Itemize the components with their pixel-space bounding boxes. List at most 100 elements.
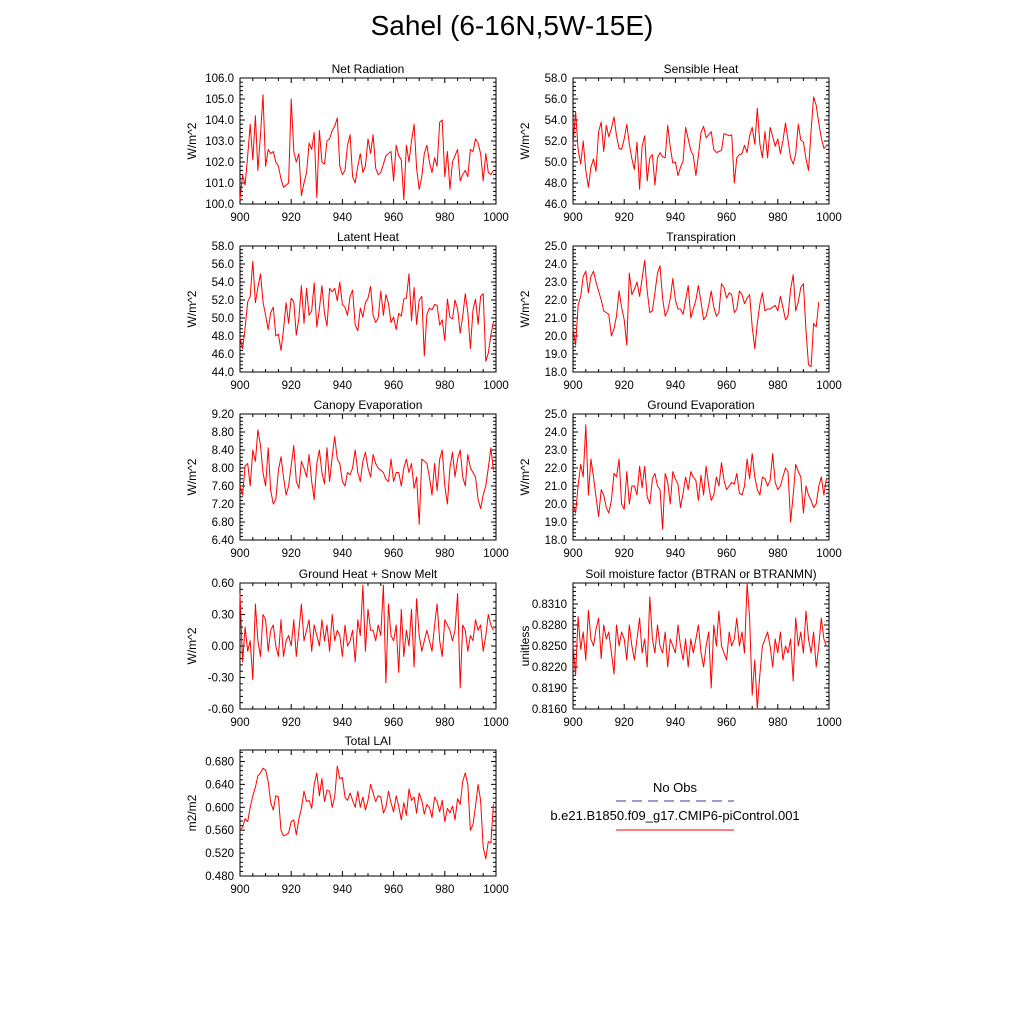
y-tick-label: 6.40 bbox=[212, 535, 234, 547]
panel-title: Soil moisture factor (BTRAN or BTRANMN) bbox=[585, 567, 816, 581]
y-tick-label: 0.30 bbox=[212, 610, 234, 622]
series-line bbox=[239, 260, 494, 362]
series-line bbox=[572, 582, 827, 710]
panel-7: Soil moisture factor (BTRAN or BTRANMN) u… bbox=[518, 567, 842, 729]
panel-0: Net Radiation W/m^2 900 920 940 960 980 1000 100… bbox=[185, 62, 509, 224]
series-line bbox=[239, 584, 494, 689]
x-tick-label: 940 bbox=[333, 380, 352, 392]
y-tick-label: 7.60 bbox=[212, 481, 234, 493]
panel-title: Net Radiation bbox=[332, 62, 405, 76]
x-tick-label: 960 bbox=[384, 548, 403, 560]
x-tick-label: 980 bbox=[435, 548, 454, 560]
x-tick-label: 900 bbox=[230, 717, 249, 729]
y-axis-label: W/m^2 bbox=[185, 122, 199, 159]
x-tick-label: 920 bbox=[282, 212, 301, 224]
x-tick-label: 980 bbox=[435, 884, 454, 896]
y-tick-label: 8.00 bbox=[212, 463, 234, 475]
x-tick-label: 980 bbox=[435, 212, 454, 224]
x-tick-label: 920 bbox=[282, 380, 301, 392]
panel-title: Canopy Evaporation bbox=[314, 398, 423, 412]
y-axis-label: unitless bbox=[518, 626, 532, 667]
y-tick-label: 18.0 bbox=[545, 535, 567, 547]
y-tick-label: 0.8160 bbox=[532, 704, 567, 716]
y-tick-label: 18.0 bbox=[545, 367, 567, 379]
x-tick-label: 1000 bbox=[816, 717, 842, 729]
y-tick-label: 23.0 bbox=[545, 277, 567, 289]
y-tick-label: 52.0 bbox=[212, 295, 234, 307]
y-tick-label: 19.0 bbox=[545, 517, 567, 529]
x-tick-label: 980 bbox=[435, 380, 454, 392]
y-tick-label: 0.560 bbox=[205, 825, 234, 837]
y-tick-label: 6.80 bbox=[212, 517, 234, 529]
x-tick-label: 900 bbox=[230, 548, 249, 560]
y-tick-label: 0.8280 bbox=[532, 620, 567, 632]
x-tick-label: 980 bbox=[768, 548, 787, 560]
y-axis-label: W/m^2 bbox=[185, 458, 199, 495]
x-tick-label: 920 bbox=[615, 380, 634, 392]
figure-title: Sahel (6-16N,5W-15E) bbox=[370, 10, 654, 41]
plot-frame bbox=[572, 77, 830, 205]
y-tick-label: 0.520 bbox=[205, 848, 234, 860]
y-tick-label: 52.0 bbox=[545, 136, 567, 148]
panel-1: Sensible Heat W/m^2 900 920 940 960 980 1000 46.… bbox=[518, 62, 842, 224]
y-tick-label: 0.8250 bbox=[532, 641, 567, 653]
x-tick-label: 1000 bbox=[483, 717, 509, 729]
x-tick-label: 960 bbox=[384, 884, 403, 896]
x-tick-label: 960 bbox=[717, 380, 736, 392]
legend-case-label: b.e21.B1850.f09_g17.CMIP6-piControl.001 bbox=[550, 808, 799, 823]
y-axis-label: m2/m2 bbox=[185, 794, 199, 831]
y-tick-label: 56.0 bbox=[212, 259, 234, 271]
y-tick-label: 0.480 bbox=[205, 871, 234, 883]
panel-6: Ground Heat + Snow Melt W/m^2 900 920 940 960… bbox=[185, 567, 509, 729]
y-tick-label: 0.640 bbox=[205, 779, 234, 791]
x-tick-label: 960 bbox=[384, 380, 403, 392]
x-tick-label: 980 bbox=[768, 717, 787, 729]
panel-title: Ground Heat + Snow Melt bbox=[299, 567, 438, 581]
panel-title: Transpiration bbox=[666, 230, 736, 244]
x-tick-label: 1000 bbox=[816, 548, 842, 560]
x-tick-label: 960 bbox=[384, 717, 403, 729]
panel-title: Total LAI bbox=[345, 734, 392, 748]
x-tick-label: 960 bbox=[717, 548, 736, 560]
y-tick-label: 20.0 bbox=[545, 331, 567, 343]
y-tick-label: 0.8190 bbox=[532, 683, 567, 695]
y-tick-label: 58.0 bbox=[212, 241, 234, 253]
x-tick-label: 920 bbox=[615, 212, 634, 224]
x-tick-label: 900 bbox=[563, 548, 582, 560]
y-axis-label: W/m^2 bbox=[518, 458, 532, 495]
series-line bbox=[239, 765, 494, 860]
panel-3: Transpiration W/m^2 900 920 940 960 980 1000 18.… bbox=[518, 230, 842, 392]
y-tick-label: 20.0 bbox=[545, 499, 567, 511]
x-tick-label: 1000 bbox=[483, 884, 509, 896]
y-tick-label: 101.0 bbox=[205, 178, 234, 190]
y-tick-label: 24.0 bbox=[545, 259, 567, 271]
y-axis-label: W/m^2 bbox=[518, 122, 532, 159]
y-tick-label: 0.600 bbox=[205, 802, 234, 814]
panel-4: Canopy Evaporation W/m^2 900 920 940 960 980 10… bbox=[185, 398, 509, 560]
x-tick-label: 940 bbox=[333, 548, 352, 560]
x-tick-label: 920 bbox=[282, 548, 301, 560]
y-tick-label: 100.0 bbox=[205, 199, 234, 211]
x-tick-label: 900 bbox=[230, 380, 249, 392]
x-tick-label: 960 bbox=[717, 717, 736, 729]
x-tick-label: 960 bbox=[384, 212, 403, 224]
panel-title: Ground Evaporation bbox=[647, 398, 754, 412]
x-tick-label: 980 bbox=[435, 717, 454, 729]
y-tick-label: 19.0 bbox=[545, 349, 567, 361]
x-tick-label: 920 bbox=[282, 717, 301, 729]
y-tick-label: 25.0 bbox=[545, 241, 567, 253]
y-tick-label: 46.0 bbox=[212, 349, 234, 361]
y-tick-label: 25.0 bbox=[545, 409, 567, 421]
x-tick-label: 920 bbox=[282, 884, 301, 896]
x-tick-label: 1000 bbox=[816, 380, 842, 392]
y-axis-label: W/m^2 bbox=[518, 290, 532, 327]
y-tick-label: 104.0 bbox=[205, 115, 234, 127]
y-tick-label: 105.0 bbox=[205, 94, 234, 106]
series-line bbox=[239, 429, 494, 525]
panel-title: Sensible Heat bbox=[664, 62, 739, 76]
y-tick-label: 44.0 bbox=[212, 367, 234, 379]
y-tick-label: 58.0 bbox=[545, 73, 567, 85]
plot-frame bbox=[572, 245, 830, 373]
y-tick-label: 0.8310 bbox=[532, 599, 567, 611]
y-tick-label: 50.0 bbox=[212, 313, 234, 325]
